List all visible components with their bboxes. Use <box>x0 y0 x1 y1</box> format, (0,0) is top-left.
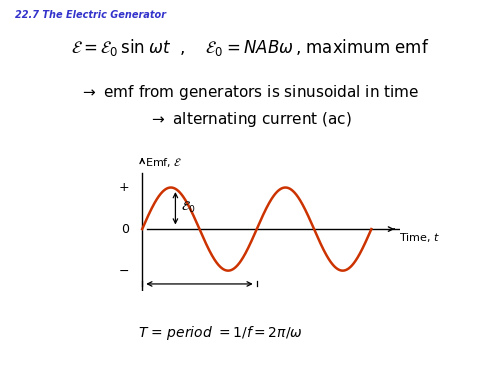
Text: $\mathcal{E}_0$: $\mathcal{E}_0$ <box>181 200 196 215</box>
Text: +: + <box>119 181 130 194</box>
Text: 22.7 The Electric Generator: 22.7 The Electric Generator <box>15 10 166 20</box>
Text: $T$ = period $= 1/f = 2\pi/\omega$: $T$ = period $= 1/f = 2\pi/\omega$ <box>138 324 302 342</box>
Text: $-$: $-$ <box>118 264 130 277</box>
Text: $\rightarrow$ emf from generators is sinusoidal in time: $\rightarrow$ emf from generators is sin… <box>80 83 419 102</box>
Text: 0: 0 <box>122 223 130 235</box>
Text: Time, $t$: Time, $t$ <box>399 231 440 244</box>
Text: $\mathcal{E} = \mathcal{E}_0\,\mathrm{sin}\;\omega t\;$ ,    $\mathcal{E}_0 = NA: $\mathcal{E} = \mathcal{E}_0\,\mathrm{si… <box>71 37 429 58</box>
Text: Emf, $\mathcal{E}$: Emf, $\mathcal{E}$ <box>145 156 182 169</box>
Text: $\rightarrow$ alternating current (ac): $\rightarrow$ alternating current (ac) <box>148 110 352 129</box>
